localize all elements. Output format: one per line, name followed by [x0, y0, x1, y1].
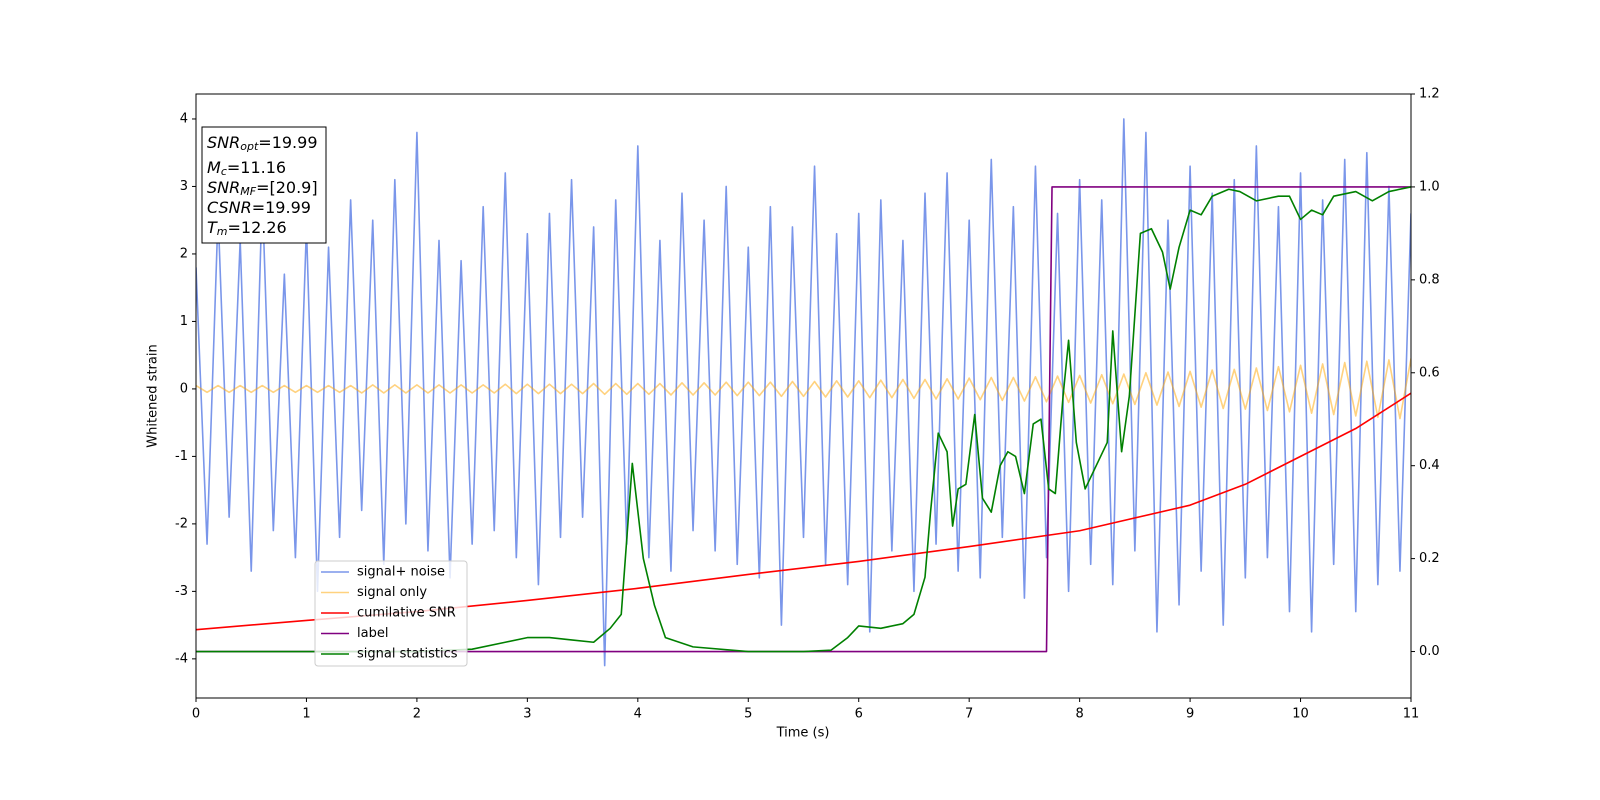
series-line: [196, 358, 1411, 420]
legend-label: cumilative SNR: [357, 606, 456, 621]
y-tick-label: -1: [175, 449, 188, 464]
annotation-value: =[20.9]: [256, 178, 318, 197]
x-tick-label: 1: [302, 707, 310, 722]
x-tick-label: 0: [192, 707, 200, 722]
y-tick-label: 1: [180, 314, 188, 329]
x-tick-label: 9: [1186, 707, 1194, 722]
annotation-line: SNRMF=[20.9]: [207, 178, 318, 199]
y2-tick-label: 0.2: [1419, 551, 1440, 566]
annotation-line: SNRopt=19.99: [207, 133, 318, 154]
annotation-symbol: SNR: [207, 178, 240, 197]
x-tick-label: 8: [1075, 707, 1083, 722]
annotation-line: Tm=12.26: [207, 218, 287, 239]
y2-tick-label: 1.2: [1419, 87, 1440, 102]
annotation-value: =19.99: [252, 198, 311, 217]
series-line: [196, 186, 1411, 653]
x-axis-label: Time (s): [776, 726, 830, 741]
y2-tick-label: 0.4: [1419, 458, 1440, 473]
annotation-line: Mc=11.16: [207, 158, 286, 179]
y-tick-label: 2: [180, 246, 188, 261]
series-line: [196, 186, 1411, 653]
annotation-value: =12.26: [228, 218, 287, 237]
series-line: [196, 118, 1411, 667]
x-tick-label: 3: [523, 707, 531, 722]
legend-label: signal statistics: [357, 647, 458, 662]
y-tick-label: 4: [180, 111, 188, 126]
annotation-subscript: m: [217, 225, 228, 238]
y-tick-label: 3: [180, 179, 188, 194]
x-tick-label: 5: [744, 707, 752, 722]
annotation-subscript: MF: [240, 185, 256, 198]
annotation-subscript: c: [221, 165, 227, 178]
y2-tick-label: 0.8: [1419, 272, 1440, 287]
x-tick-label: 6: [855, 707, 863, 722]
y-tick-label: -2: [175, 516, 188, 531]
annotation-symbol: CSNR: [207, 198, 252, 217]
y-tick-label: 0: [180, 381, 188, 396]
y2-tick-label: 1.0: [1419, 179, 1440, 194]
x-tick-label: 7: [965, 707, 973, 722]
y2-tick-label: 0.6: [1419, 365, 1440, 380]
legend-label: signal+ noise: [357, 565, 445, 580]
annotation-symbol: T: [207, 218, 218, 237]
y-tick-label: -3: [175, 584, 188, 599]
annotation-value: =11.16: [227, 158, 286, 177]
legend-label: signal only: [357, 585, 427, 600]
y-axis-label: Whitened strain: [146, 344, 161, 447]
annotation-line: CSNR=19.99: [207, 198, 311, 217]
x-tick-label: 4: [634, 707, 642, 722]
legend-label: label: [357, 626, 388, 641]
plot-frame: [195, 93, 1412, 699]
annotation-subscript: opt: [240, 140, 259, 153]
x-tick-label: 2: [413, 707, 421, 722]
y2-tick-label: 0.0: [1419, 644, 1440, 659]
annotation-value: =19.99: [258, 133, 317, 152]
x-tick-label: 10: [1292, 707, 1309, 722]
x-tick-label: 11: [1403, 707, 1420, 722]
annotation-symbol: M: [207, 158, 221, 177]
annotation-symbol: SNR: [207, 133, 240, 152]
annotation-box: [201, 126, 327, 244]
legend-box: [314, 560, 468, 667]
y-tick-label: -4: [175, 651, 188, 666]
